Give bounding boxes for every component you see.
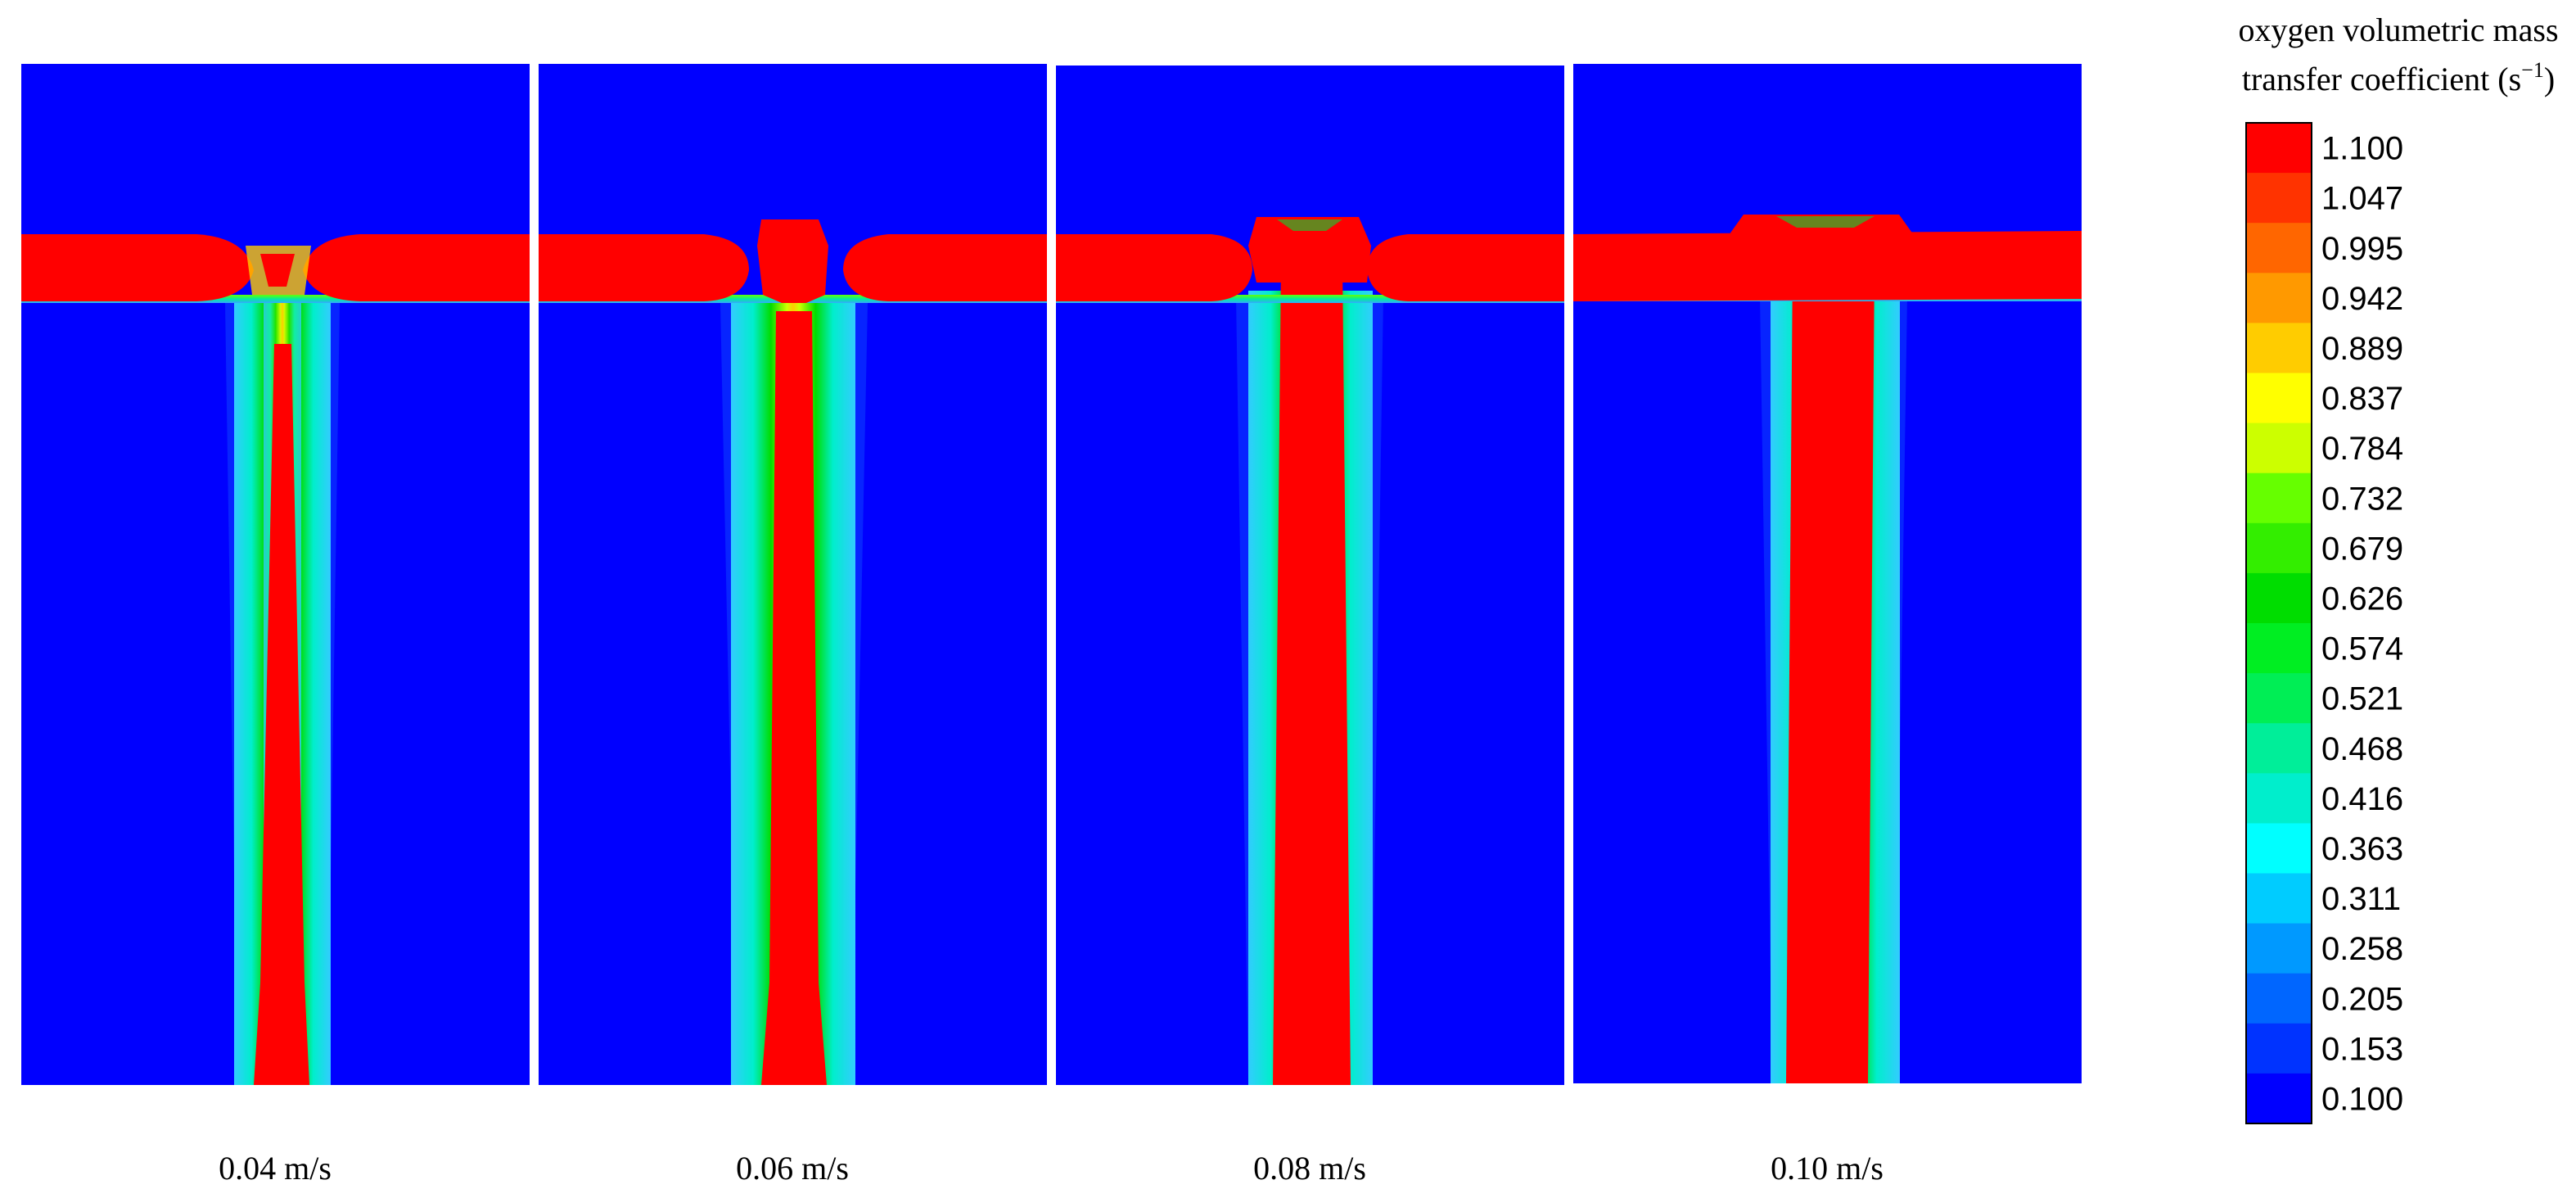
panel-label-4: 0.10 m/s (1771, 1150, 1884, 1187)
junction-notch (1776, 216, 1874, 228)
colorbar-title-line-1: oxygen volumetric mass (2238, 11, 2558, 48)
plume-core (761, 311, 827, 1085)
colorbar-frame (2245, 122, 2312, 1124)
colorbar-swatches (2246, 123, 2312, 1124)
colorbar-swatch (2246, 173, 2312, 224)
colorbar-tick-label: 0.889 (2321, 331, 2403, 367)
channel-left (21, 234, 254, 301)
colorbar-tick-label: 0.784 (2321, 431, 2403, 467)
colorbar-swatch (2246, 472, 2312, 524)
colorbar-swatch (2246, 623, 2312, 674)
plume-core (1786, 262, 1874, 1083)
colorbar-swatch (2246, 1073, 2312, 1124)
panel-label-2: 0.06 m/s (736, 1150, 849, 1187)
colorbar-swatch (2246, 1023, 2312, 1074)
colorbar-tick-label: 0.311 (2321, 881, 2401, 917)
channel-left (539, 234, 749, 301)
colorbar-title-close: ) (2544, 61, 2555, 97)
panel-3 (1056, 66, 1564, 1085)
colorbar-title-line-2: transfer coefficient (s−1) (2242, 58, 2555, 97)
colorbar-tick-label: 1.100 (2321, 131, 2403, 167)
colorbar-tick-label: 0.258 (2321, 931, 2403, 967)
plume-core (1273, 262, 1351, 1085)
colorbar-swatch (2246, 323, 2312, 373)
colorbar-swatch (2246, 572, 2312, 624)
colorbar-swatch (2246, 923, 2312, 974)
colorbar-title-text: transfer coefficient (s (2242, 61, 2521, 97)
colorbar-title-superscript: −1 (2521, 58, 2544, 82)
channel-edge-halo (1056, 295, 1564, 303)
colorbar-swatch (2246, 673, 2312, 724)
colorbar-tick-label: 0.416 (2321, 781, 2403, 817)
panel-label-1: 0.04 m/s (219, 1150, 332, 1187)
colorbar-swatch (2246, 273, 2312, 323)
panel-1 (21, 64, 530, 1085)
junction-bulge (757, 219, 828, 303)
panel-2 (539, 64, 1047, 1085)
channel-right (843, 234, 1047, 301)
channel-right (303, 234, 530, 301)
colorbar-tick-label: 0.679 (2321, 531, 2403, 567)
colorbar-swatch (2246, 223, 2312, 274)
junction-bulge (1248, 217, 1371, 283)
colorbar-swatch (2246, 723, 2312, 774)
colorbar-tick-labels: 1.100 1.047 0.995 0.942 0.889 0.837 0.784 0.732… (2321, 131, 2403, 1118)
colorbar-tick-label: 0.153 (2321, 1031, 2403, 1067)
colorbar-tick-label: 0.521 (2321, 681, 2403, 717)
colorbar-swatch (2246, 373, 2312, 424)
junction-core (260, 254, 295, 287)
channel-right (1367, 234, 1564, 301)
colorbar-tick-label: 0.732 (2321, 481, 2403, 517)
colorbar-swatch (2246, 973, 2312, 1024)
colorbar-swatch (2246, 423, 2312, 474)
colorbar-tick-label: 0.363 (2321, 831, 2403, 867)
colorbar-swatch (2246, 522, 2312, 574)
colorbar-tick-label: 0.574 (2321, 631, 2403, 667)
channel-edge-halo (21, 295, 530, 303)
colorbar: oxygen volumetric mass transfer coeffici… (2238, 11, 2559, 1124)
colorbar-swatch (2246, 873, 2312, 924)
plume-core (254, 344, 309, 1085)
colorbar-tick-label: 0.942 (2321, 281, 2403, 317)
panel-4 (1573, 64, 2082, 1083)
colorbar-swatch (2246, 773, 2312, 824)
colorbar-tick-label: 1.047 (2321, 181, 2403, 217)
colorbar-tick-label: 0.100 (2321, 1081, 2403, 1117)
colorbar-tick-label: 0.626 (2321, 581, 2403, 617)
panel-label-3: 0.08 m/s (1253, 1150, 1366, 1187)
junction-bulge (1727, 215, 1915, 270)
colorbar-tick-label: 0.837 (2321, 381, 2403, 417)
colorbar-swatch (2246, 823, 2312, 874)
colorbar-tick-label: 0.468 (2321, 731, 2403, 767)
colorbar-tick-label: 0.205 (2321, 981, 2403, 1017)
channel-left (1056, 234, 1252, 301)
junction-notch (1277, 219, 1342, 231)
colorbar-tick-label: 0.995 (2321, 231, 2403, 267)
colorbar-swatch (2246, 123, 2312, 174)
